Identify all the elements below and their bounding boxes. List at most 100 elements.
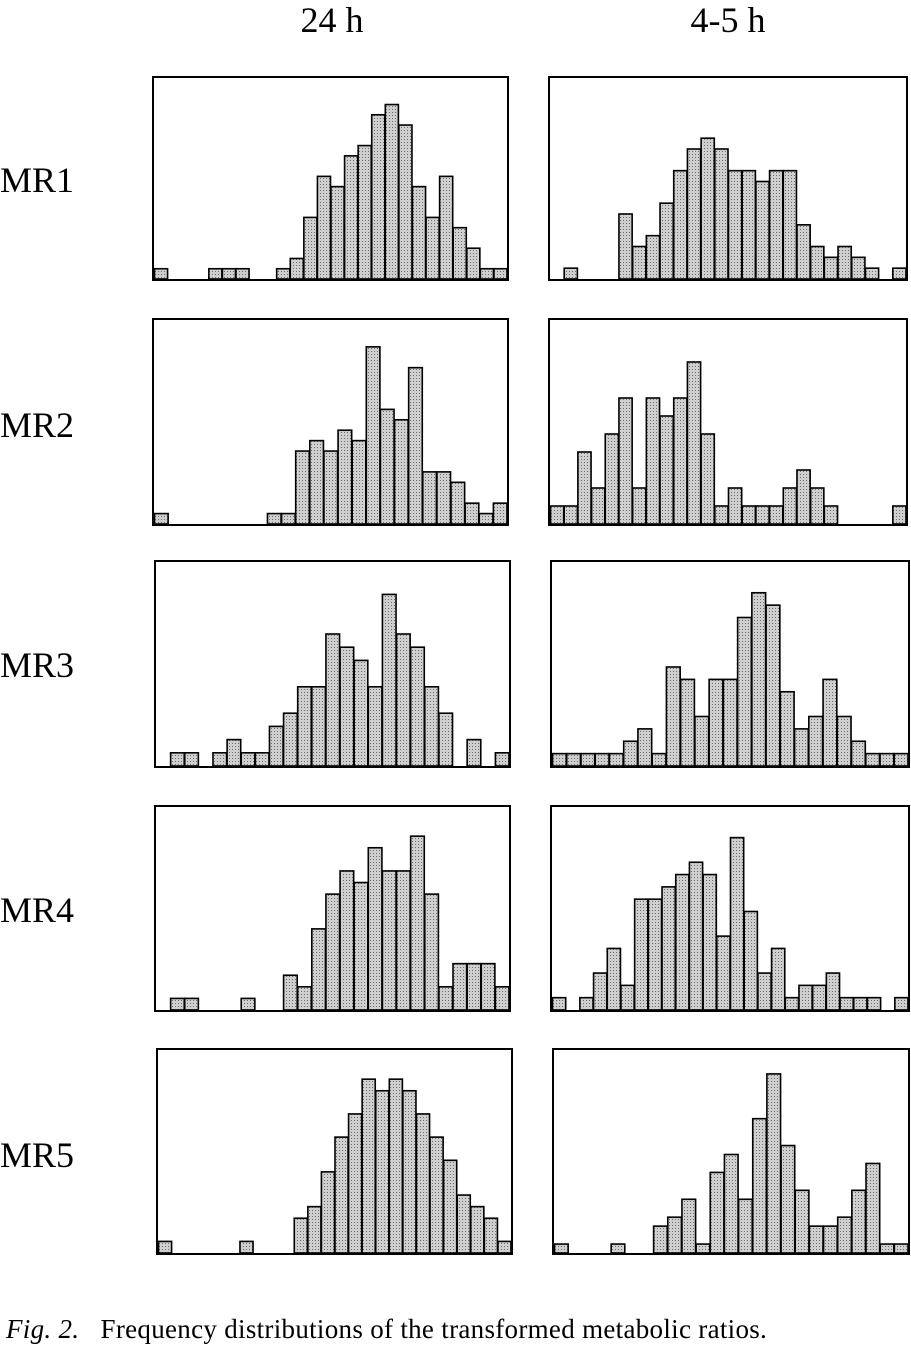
bar-mr3-24-h-bin-16 [381, 593, 397, 766]
bar-mr2-24-h-bin-15 [365, 346, 381, 524]
bar-mr4-24-h-bin-16 [381, 870, 397, 1010]
bar-mr2-24-h-bin-20 [436, 471, 452, 524]
bar-mr3-24-h-bin-2 [183, 752, 200, 766]
bar-mr4-24-h-bin-6 [240, 997, 256, 1010]
bar-mr4-4-5-h-bin-6 [633, 898, 649, 1010]
bar-mr5-4-5-h-bin-18 [808, 1225, 824, 1253]
bar-mr2-24-h-bin-16 [379, 408, 395, 524]
bar-mr2-4-5-h-bin-17 [782, 487, 798, 524]
bar-mr3-4-5-h-bin-16 [779, 690, 795, 766]
histogram-plot-mr4-4-5-h [552, 836, 908, 1010]
histogram-mr3-4-5-h [550, 560, 910, 768]
bar-mr1-4-5-h-bin-16 [768, 169, 784, 279]
bar-mr4-24-h-bin-9 [282, 974, 299, 1010]
bar-mr2-4-5-h-bin-7 [645, 397, 661, 524]
bar-mr2-4-5-h-bin-0 [550, 505, 565, 524]
bar-mr3-4-5-h-bin-2 [580, 752, 596, 766]
bar-mr4-24-h-bin-14 [353, 881, 369, 1010]
bar-mr4-4-5-h-bin-13 [729, 836, 745, 1010]
bar-mr5-24-h-bin-12 [320, 1171, 336, 1253]
bar-mr1-4-5-h-bin-7 [645, 234, 661, 279]
bar-mr2-4-5-h-bin-20 [823, 505, 839, 524]
bar-mr3-24-h-bin-5 [226, 738, 242, 766]
bar-mr3-24-h-bin-15 [367, 686, 383, 766]
bar-mr5-24-h-bin-0 [158, 1240, 173, 1253]
bar-mr1-4-5-h-bin-25 [892, 267, 906, 279]
bar-mr1-24-h-bin-15 [357, 144, 373, 279]
bar-mr5-24-h-bin-11 [307, 1205, 322, 1253]
bar-mr2-24-h-bin-14 [351, 439, 367, 524]
bar-mr4-24-h-bin-12 [325, 893, 341, 1010]
bar-mr4-24-h-bin-11 [311, 928, 327, 1010]
bar-mr5-4-5-h-bin-24 [893, 1243, 908, 1253]
bar-mr2-4-5-h-bin-25 [892, 505, 906, 524]
bar-mr3-4-5-h-bin-4 [608, 752, 624, 766]
bar-mr1-4-5-h-bin-18 [796, 224, 811, 279]
figure-label: Fig. 2. [6, 1314, 80, 1344]
bar-mr3-24-h-bin-12 [325, 633, 341, 766]
bar-mr3-24-h-bin-19 [423, 686, 440, 766]
bar-mr5-24-h-bin-16 [374, 1089, 390, 1253]
bar-mr3-24-h-bin-20 [438, 712, 454, 766]
bar-mr5-4-5-h-bin-21 [851, 1189, 867, 1253]
bar-mr2-4-5-h-bin-2 [577, 451, 592, 524]
bar-mr5-24-h-bin-21 [442, 1159, 458, 1253]
bar-mr1-24-h-bin-10 [289, 257, 305, 279]
bar-mr1-4-5-h-bin-12 [714, 148, 729, 279]
bar-mr2-4-5-h-bin-11 [700, 433, 716, 524]
bar-mr2-4-5-h-bin-15 [755, 505, 770, 524]
histogram-plot-mr2-4-5-h [550, 361, 906, 524]
bar-mr3-24-h-bin-9 [282, 712, 299, 766]
bar-mr3-4-5-h-bin-0 [552, 752, 568, 766]
bar-mr5-4-5-h-bin-7 [652, 1225, 669, 1253]
bar-mr2-24-h-bin-0 [154, 512, 169, 524]
bar-mr4-24-h-bin-17 [395, 870, 411, 1010]
bar-mr3-4-5-h-bin-12 [722, 678, 738, 766]
bar-mr3-4-5-h-bin-14 [751, 591, 767, 766]
bar-mr1-24-h-bin-4 [208, 267, 223, 279]
bar-mr2-4-5-h-bin-10 [686, 361, 702, 524]
histogram-plot-mr1-24-h [154, 103, 507, 279]
bar-mr2-24-h-bin-9 [280, 512, 297, 524]
bar-mr3-4-5-h-bin-1 [565, 752, 582, 766]
histogram-mr2-24-h [152, 318, 509, 526]
bar-mr1-4-5-h-bin-6 [631, 245, 647, 279]
row-label-mr5: MR5 [0, 1135, 75, 1175]
bar-mr1-24-h-bin-12 [316, 175, 332, 279]
histogram-plot-mr2-24-h [154, 346, 507, 524]
bar-mr1-4-5-h-bin-11 [700, 137, 716, 279]
bar-mr4-4-5-h-bin-19 [811, 984, 827, 1010]
bar-mr4-4-5-h-bin-20 [825, 972, 841, 1010]
bar-mr3-4-5-h-bin-23 [879, 752, 895, 766]
bar-mr4-24-h-bin-10 [296, 986, 313, 1010]
bar-mr3-24-h-bin-13 [339, 646, 355, 766]
bar-mr1-4-5-h-bin-20 [823, 256, 839, 279]
bar-mr4-24-h-bin-23 [480, 962, 496, 1010]
histogram-plot-mr1-4-5-h [563, 137, 906, 279]
bar-mr4-24-h-bin-15 [367, 846, 383, 1010]
bar-mr5-4-5-h-bin-10 [695, 1243, 711, 1253]
bar-mr2-24-h-bin-21 [450, 481, 466, 524]
histogram-plot-mr4-24-h [169, 835, 509, 1010]
bar-mr4-4-5-h-bin-3 [592, 972, 608, 1010]
bar-mr4-4-5-h-bin-15 [757, 972, 772, 1010]
bar-mr2-4-5-h-bin-9 [672, 397, 688, 524]
histogram-mr1-24-h [152, 76, 509, 281]
bar-mr1-4-5-h-bin-17 [782, 169, 798, 279]
bar-mr2-24-h-bin-13 [337, 429, 353, 524]
histogram-plot-mr5-24-h [158, 1078, 511, 1253]
bar-mr3-24-h-bin-18 [409, 646, 426, 766]
bar-mr1-4-5-h-bin-5 [618, 213, 633, 279]
bar-mr4-4-5-h-bin-11 [702, 873, 718, 1010]
bar-mr3-24-h-bin-7 [254, 752, 270, 766]
bar-mr2-24-h-bin-12 [323, 450, 339, 524]
bar-mr4-4-5-h-bin-12 [716, 935, 731, 1010]
histogram-mr5-24-h [156, 1048, 513, 1255]
bar-mr1-4-5-h-bin-9 [672, 169, 688, 279]
bar-mr3-24-h-bin-22 [466, 738, 482, 766]
bar-mr3-4-5-h-bin-11 [708, 678, 724, 766]
bar-mr3-4-5-h-bin-3 [594, 752, 610, 766]
bar-mr5-4-5-h-bin-4 [610, 1243, 626, 1253]
figure-caption: Fig. 2. Frequency distributions of the t… [6, 1312, 767, 1346]
bar-mr4-24-h-bin-19 [423, 893, 440, 1010]
